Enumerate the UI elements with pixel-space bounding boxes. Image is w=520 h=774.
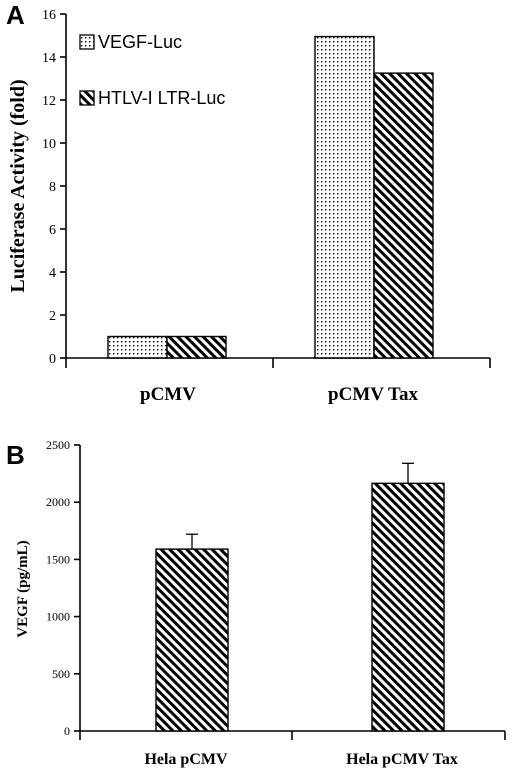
legend-swatch-htlv-ltr-luc <box>79 90 95 106</box>
panel-b-category-label: Hela pCMV <box>144 751 228 768</box>
panel-a-y-tick-label: 8 <box>49 180 56 195</box>
panel-a-bars <box>107 35 434 359</box>
panel-b-letter: B <box>6 440 25 470</box>
panel-a-y-tick-label: 16 <box>42 8 56 23</box>
bar-hela-pcmv-tax <box>371 482 445 732</box>
panel-a-category-label: pCMV Tax <box>328 384 418 405</box>
panel-a-y-tick-label: 0 <box>49 352 56 367</box>
panel-b-y-axis-label: VEGF (pg/mL) <box>15 540 31 637</box>
panel-b-y-tick-label: 500 <box>52 667 70 681</box>
panel-a-y-tick-label: 6 <box>49 223 56 238</box>
panel-a-y-tick-label: 4 <box>49 266 56 281</box>
panel-a-chart: A 0 2 4 6 8 10 12 14 16 pCMV pCMV Tax Luciferase … <box>6 0 491 405</box>
panel-b-y-tick-label: 1000 <box>46 610 70 624</box>
panel-b-bars <box>155 462 445 732</box>
panel-a-y-tick-label: 14 <box>42 51 56 66</box>
bar-vegf-luc-pcmv-tax <box>314 35 375 359</box>
panel-a-categories: pCMV pCMV Tax <box>140 384 418 405</box>
panel-a-category-label: pCMV <box>140 384 196 405</box>
bar-htlv-i-ltr-luc-pcmv <box>166 335 227 359</box>
panel-b-y-tick-label: 1500 <box>46 552 70 566</box>
panel-a-y-axis-label: Luciferase Activity (fold) <box>7 79 29 292</box>
panel-a-y-ticks: 0 2 4 6 8 10 12 14 16 <box>42 8 66 367</box>
panel-a-y-tick-label: 10 <box>42 137 56 152</box>
panel-b-categories: Hela pCMV Hela pCMV Tax <box>144 751 457 768</box>
panel-b-y-tick-label: 2000 <box>46 495 70 509</box>
bar-hela-pcmv <box>155 548 229 732</box>
panel-b-y-tick-label: 0 <box>64 724 70 738</box>
legend-label-vegf-luc: VEGF-Luc <box>98 32 182 52</box>
panel-b-category-label: Hela pCMV Tax <box>346 751 458 768</box>
panel-a-letter: A <box>6 0 25 30</box>
panel-b-y-tick-label: 2500 <box>46 438 70 452</box>
legend: VEGF-Luc HTLV-I LTR-Luc <box>79 32 225 108</box>
legend-swatch-vegf-luc <box>79 34 95 50</box>
bar-vegf-luc-pcmv <box>107 335 168 359</box>
panel-a-y-tick-label: 12 <box>42 94 56 109</box>
legend-label-htlv-ltr-luc: HTLV-I LTR-Luc <box>98 88 225 108</box>
panel-a-y-tick-label: 2 <box>49 309 56 324</box>
bar-htlv-i-ltr-luc-pcmv-tax <box>373 72 434 359</box>
panel-b-y-ticks: 0 500 1000 1500 2000 2500 <box>46 438 80 738</box>
